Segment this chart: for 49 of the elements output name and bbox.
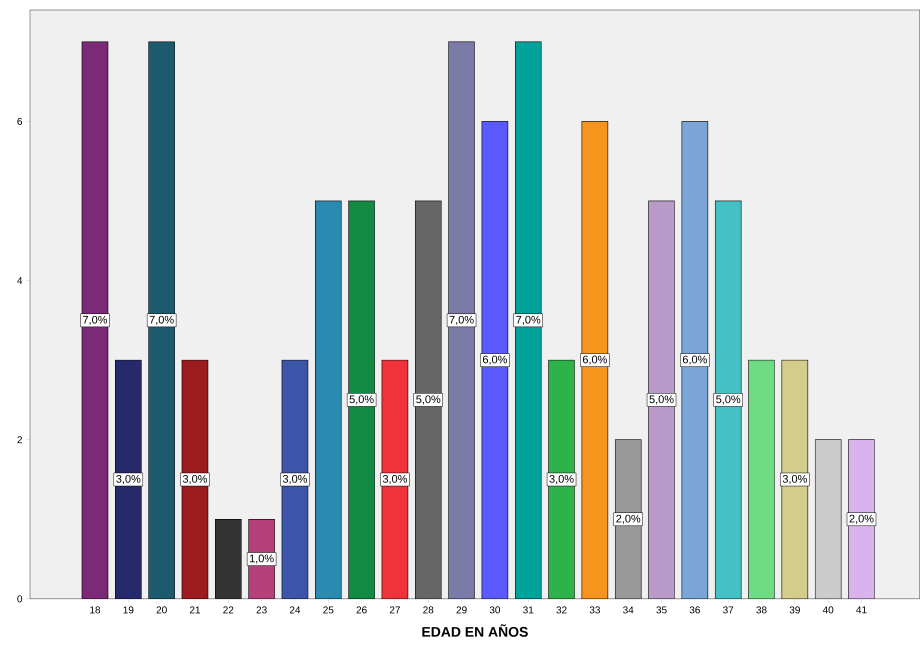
x-tick-label: 25 <box>323 606 334 614</box>
x-tick-label: 28 <box>423 606 434 614</box>
x-tick-label: 22 <box>223 606 234 614</box>
data-label: 3,0% <box>549 475 574 484</box>
data-label: 5,0% <box>716 395 740 405</box>
data-label: 7,0% <box>83 316 108 325</box>
x-tick-label: 39 <box>790 606 800 614</box>
data-label: 7,0% <box>150 316 174 325</box>
data-label: 7,0% <box>450 316 474 325</box>
x-tick-label: 32 <box>556 606 567 614</box>
x-tick-label: 29 <box>456 606 467 614</box>
data-label: 6,0% <box>682 356 707 365</box>
data-label: 5,0% <box>649 395 674 405</box>
data-label: 1,0% <box>250 554 274 564</box>
x-tick-label: 27 <box>390 606 400 614</box>
data-label: 6,0% <box>582 356 607 365</box>
x-tick-label: 34 <box>623 606 634 614</box>
y-tick-label: 6 <box>17 118 22 126</box>
x-axis-title: EDAD EN AÑOS <box>422 624 528 637</box>
x-tick-label: 20 <box>156 606 167 614</box>
x-tick-label: 19 <box>124 606 134 614</box>
x-tick-label: 41 <box>856 606 867 614</box>
x-tick-label: 33 <box>590 606 600 614</box>
x-tick-label: 26 <box>356 606 367 614</box>
data-label: 3,0% <box>116 475 140 484</box>
data-label: 3,0% <box>282 475 308 484</box>
y-tick-label: 0 <box>17 595 22 602</box>
x-tick-label: 24 <box>290 606 300 614</box>
x-tick-label: 40 <box>822 606 834 614</box>
x-tick-label: 21 <box>190 606 200 614</box>
x-tick-label: 23 <box>256 606 267 614</box>
x-tick-label: 30 <box>490 606 500 614</box>
x-tick-label: 37 <box>723 606 734 614</box>
data-label: 7,0% <box>516 316 540 325</box>
data-label: 5,0% <box>350 395 374 405</box>
y-tick-label: 2 <box>17 436 22 444</box>
data-label: 2,0% <box>850 514 874 524</box>
x-tick-label: 36 <box>690 606 700 614</box>
data-label: 3,0% <box>182 475 208 484</box>
x-tick-label: 35 <box>656 606 667 614</box>
x-tick-label: 18 <box>90 606 100 614</box>
data-label: 2,0% <box>616 514 640 524</box>
data-label: 5,0% <box>416 395 440 405</box>
y-tick-label: 4 <box>17 277 22 284</box>
x-tick-label: 31 <box>523 606 534 614</box>
data-label: 3,0% <box>782 475 807 484</box>
data-label: 3,0% <box>382 475 408 484</box>
x-tick-label: 38 <box>756 606 767 614</box>
data-label: 6,0% <box>482 356 507 365</box>
